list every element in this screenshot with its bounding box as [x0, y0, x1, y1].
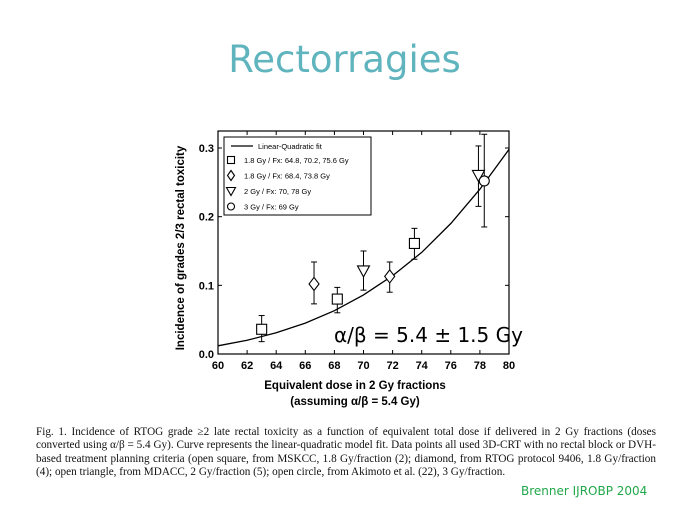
alpha-beta-annotation: α/β = 5.4 ± 1.5 Gy: [334, 323, 523, 347]
data-point-square: [256, 323, 268, 335]
y-tick-label: 0.0: [199, 349, 214, 361]
data-point-square: [331, 293, 343, 305]
x-tick-label: 64: [270, 360, 283, 372]
x-tick-label: 78: [474, 360, 486, 372]
x-tick-label: 72: [386, 360, 398, 372]
x-axis-label: Equivalent dose in 2 Gy fractions: [264, 380, 446, 392]
y-tick-label: 0.1: [199, 280, 214, 292]
legend-label: 2 Gy / Fx: 70, 78 Gy: [244, 187, 311, 196]
legend-label: Linear-Quadratic fit: [258, 142, 323, 151]
x-axis-label-2: (assuming α/β = 5.4 Gy): [290, 396, 420, 408]
legend-label: 1.8 Gy / Fx: 64.8, 70.2, 75.6 Gy: [244, 156, 349, 165]
data-points-layer: [256, 133, 490, 343]
x-tick-label: 66: [299, 360, 311, 372]
x-tick-label: 60: [212, 360, 224, 372]
x-tick-label: 76: [445, 360, 457, 372]
legend-marker-circle: [226, 202, 236, 211]
citation-credit: Brenner IJROBP 2004: [521, 484, 648, 498]
x-tick-label: 68: [328, 360, 340, 372]
legend-label: 3 Gy / Fx: 69 Gy: [244, 203, 299, 212]
data-point-diamond: [383, 269, 396, 284]
data-point-triangle-down: [356, 265, 371, 279]
legend-marker-diamond: [226, 169, 236, 182]
legend-label: 1.8 Gy / Fx: 68.4, 73.8 Gy: [244, 172, 330, 181]
y-tick-label: 0.2: [199, 212, 214, 224]
fit-curve-layer: [217, 149, 510, 347]
chart-legend: Linear-Quadratic fit 1.8 Gy / Fx: 64.8, 7…: [223, 136, 372, 216]
chart-ticks: 60 62 64 66 68 70 72 74 76 78 80 0.0 0.1 0.2 0.3: [199, 131, 515, 372]
x-tick-label: 70: [357, 360, 369, 372]
legend-box: [223, 136, 372, 216]
data-point-square: [408, 237, 420, 249]
legend-marker-square: [226, 155, 236, 165]
legend-marker-triangle-down: [225, 186, 237, 197]
x-tick-label: 74: [416, 360, 429, 372]
data-point-diamond: [308, 276, 320, 292]
figure-caption: Fig. 1. Incidence of RTOG grade ≥2 late …: [36, 426, 656, 478]
data-point-circle: [478, 175, 490, 187]
y-tick-label: 0.3: [199, 143, 214, 155]
y-axis-label: Incidence of grades 2/3 rectal toxicity: [175, 145, 187, 350]
x-tick-label: 80: [503, 360, 515, 372]
x-tick-label: 62: [241, 360, 253, 372]
fit-curve: [217, 149, 510, 347]
data-point-triangle-down: [471, 169, 486, 183]
slide-title: Rectorragies: [228, 38, 461, 81]
